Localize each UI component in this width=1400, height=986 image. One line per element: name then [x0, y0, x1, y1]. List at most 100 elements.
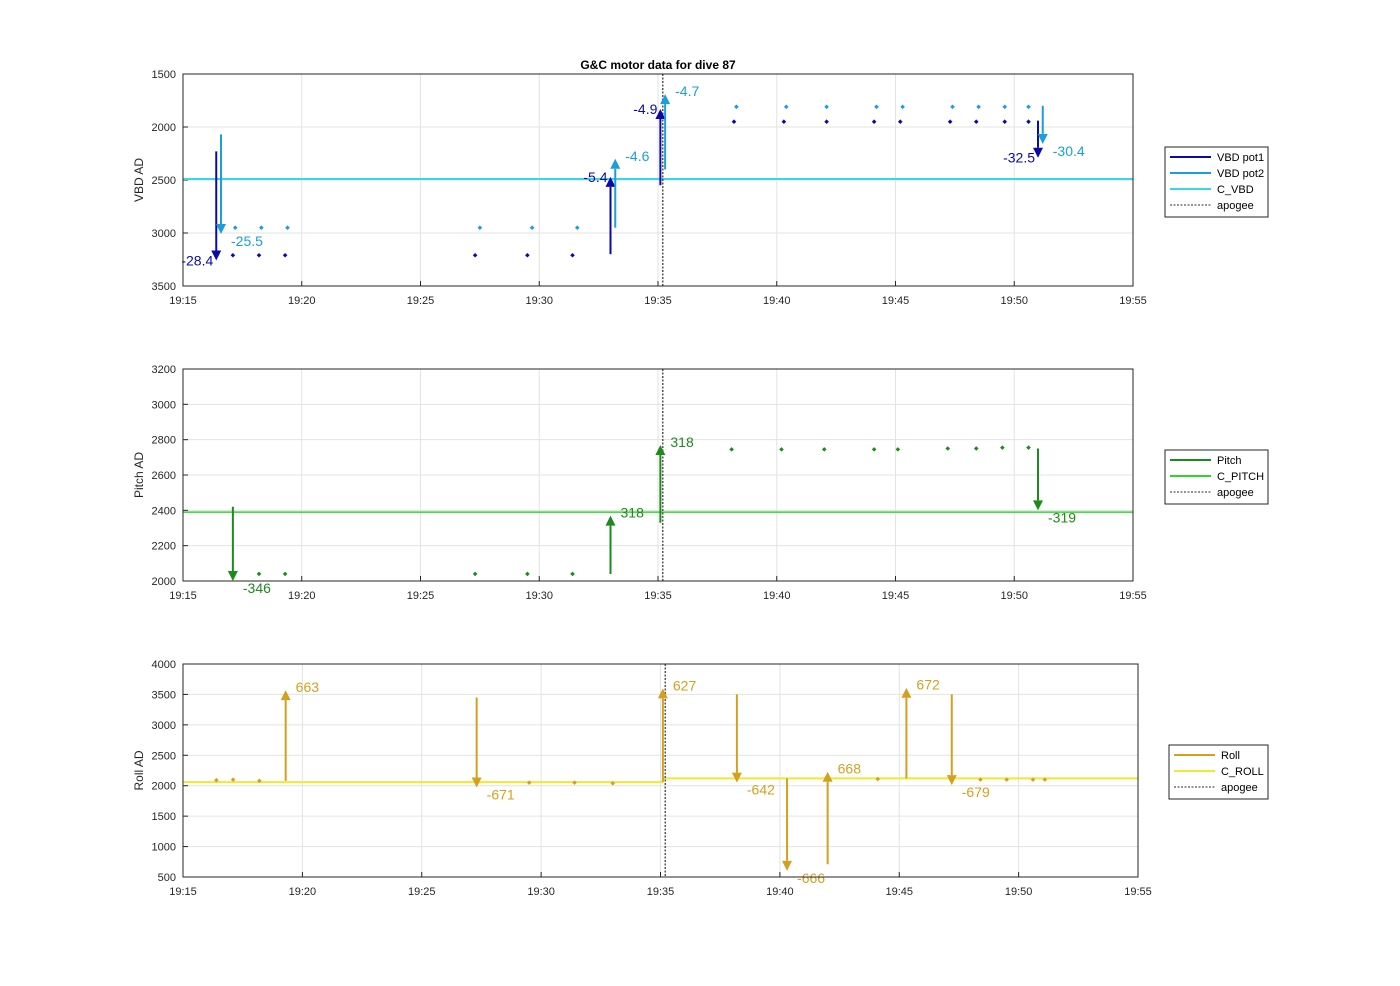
data-point — [232, 225, 238, 230]
data-point — [1026, 104, 1031, 110]
legend-entry: apogee — [1221, 782, 1258, 794]
arrow-head — [782, 860, 793, 871]
legend-entry: C_ROLL — [1221, 766, 1264, 778]
arrow-label: -642 — [747, 782, 775, 798]
y-tick-label: 2200 — [152, 541, 176, 553]
y-tick-label: 2000 — [152, 781, 176, 793]
x-tick-label: 19:45 — [885, 886, 913, 898]
data-point — [525, 252, 530, 258]
y-tick-label: 2800 — [152, 435, 176, 447]
x-tick-label: 19:15 — [169, 295, 197, 307]
y-tick-label: 4000 — [152, 659, 176, 671]
legend-entry: VBD pot1 — [1217, 152, 1264, 164]
arrow-label: -666 — [797, 870, 825, 886]
x-tick-label: 19:30 — [525, 295, 553, 307]
arrow-label: -4.6 — [625, 148, 649, 164]
y-tick-label: 1500 — [152, 811, 176, 823]
x-tick-label: 19:15 — [169, 886, 197, 898]
arrow-head — [1037, 133, 1048, 144]
arrow-head — [731, 772, 742, 783]
x-tick-label: 19:25 — [407, 590, 435, 602]
data-point — [259, 225, 264, 230]
arrow-head — [605, 515, 616, 526]
y-tick-label: 2000 — [152, 122, 176, 134]
data-point — [734, 104, 739, 110]
y-tick-label: 3500 — [152, 281, 176, 293]
arrow-label: 318 — [621, 505, 645, 521]
arrow-head — [280, 690, 291, 701]
data-point — [1026, 445, 1031, 450]
chart-panel-2: 19:15 19:20 19:25 19:30 19:35 19:40 19:45 19:50… — [132, 364, 1269, 602]
y-tick-label: 3500 — [152, 689, 176, 701]
x-tick-label: 19:45 — [882, 295, 910, 307]
data-point — [477, 225, 483, 230]
arrow-label: 663 — [296, 679, 320, 695]
arrow-head — [657, 688, 668, 699]
y-tick-label: 3000 — [152, 720, 176, 732]
legend-entry: VBD pot2 — [1217, 168, 1264, 180]
x-tick-label: 19:40 — [763, 590, 791, 602]
legend-entry: C_VBD — [1217, 184, 1254, 196]
x-tick-label: 19:35 — [644, 590, 672, 602]
arrow-label: -346 — [243, 580, 271, 596]
data-point — [525, 571, 530, 577]
x-tick-label: 19:50 — [1000, 590, 1028, 602]
data-point — [214, 777, 219, 783]
data-point — [875, 776, 881, 782]
x-tick-label: 19:40 — [766, 886, 794, 898]
x-tick-label: 19:15 — [169, 590, 197, 602]
data-point — [572, 780, 577, 785]
x-tick-label: 19:40 — [763, 295, 791, 307]
data-point — [610, 780, 616, 786]
y-tick-label: 2400 — [152, 505, 176, 517]
arrow-label: -4.9 — [633, 101, 657, 117]
data-point — [781, 119, 787, 124]
arrow-head — [901, 687, 912, 698]
arrow-label: 627 — [673, 677, 697, 693]
data-point — [783, 104, 789, 110]
arrow-label: 668 — [838, 761, 862, 777]
legend-entry: Pitch — [1217, 455, 1241, 467]
data-point — [1030, 777, 1036, 782]
data-point — [729, 447, 734, 452]
data-point — [285, 225, 290, 230]
data-point — [472, 571, 478, 577]
data-point — [230, 252, 236, 258]
legend-entry: C_PITCH — [1217, 471, 1264, 483]
data-point — [256, 571, 262, 577]
arrow-head — [655, 444, 666, 455]
axes-frame — [182, 368, 1134, 582]
x-tick-label: 19:30 — [527, 886, 555, 898]
x-tick-label: 19:25 — [408, 886, 436, 898]
chart-title: G&C motor data for dive 87 — [580, 58, 736, 72]
data-point — [1004, 777, 1009, 782]
arrow-head — [655, 108, 666, 119]
arrow-label: -28.4 — [181, 253, 213, 269]
x-tick-label: 19:20 — [289, 886, 317, 898]
arrow-head — [216, 224, 226, 235]
data-point — [871, 119, 877, 124]
axes-frame — [182, 663, 1139, 878]
x-tick-label: 19:35 — [647, 886, 675, 898]
chart-panel-1: 19:15 19:20 19:25 19:30 19:35 19:40 19:45 19:50… — [132, 58, 1269, 307]
arrow-head — [605, 176, 616, 187]
data-point — [230, 777, 236, 782]
arrow-label: -30.4 — [1053, 143, 1085, 159]
data-point — [472, 252, 478, 258]
data-point — [978, 777, 983, 782]
x-tick-label: 19:45 — [882, 590, 910, 602]
arrow-head — [946, 775, 957, 786]
legend-entry: Roll — [1221, 750, 1240, 762]
data-point — [976, 104, 981, 110]
x-tick-label: 19:55 — [1124, 886, 1152, 898]
data-point — [950, 104, 955, 110]
y-axis-label: Pitch AD — [132, 452, 146, 498]
arrow-head — [1033, 500, 1043, 511]
x-tick-label: 19:50 — [1000, 295, 1028, 307]
data-point — [731, 119, 737, 124]
arrow-head — [471, 777, 482, 788]
arrow-label: -319 — [1048, 509, 1076, 525]
